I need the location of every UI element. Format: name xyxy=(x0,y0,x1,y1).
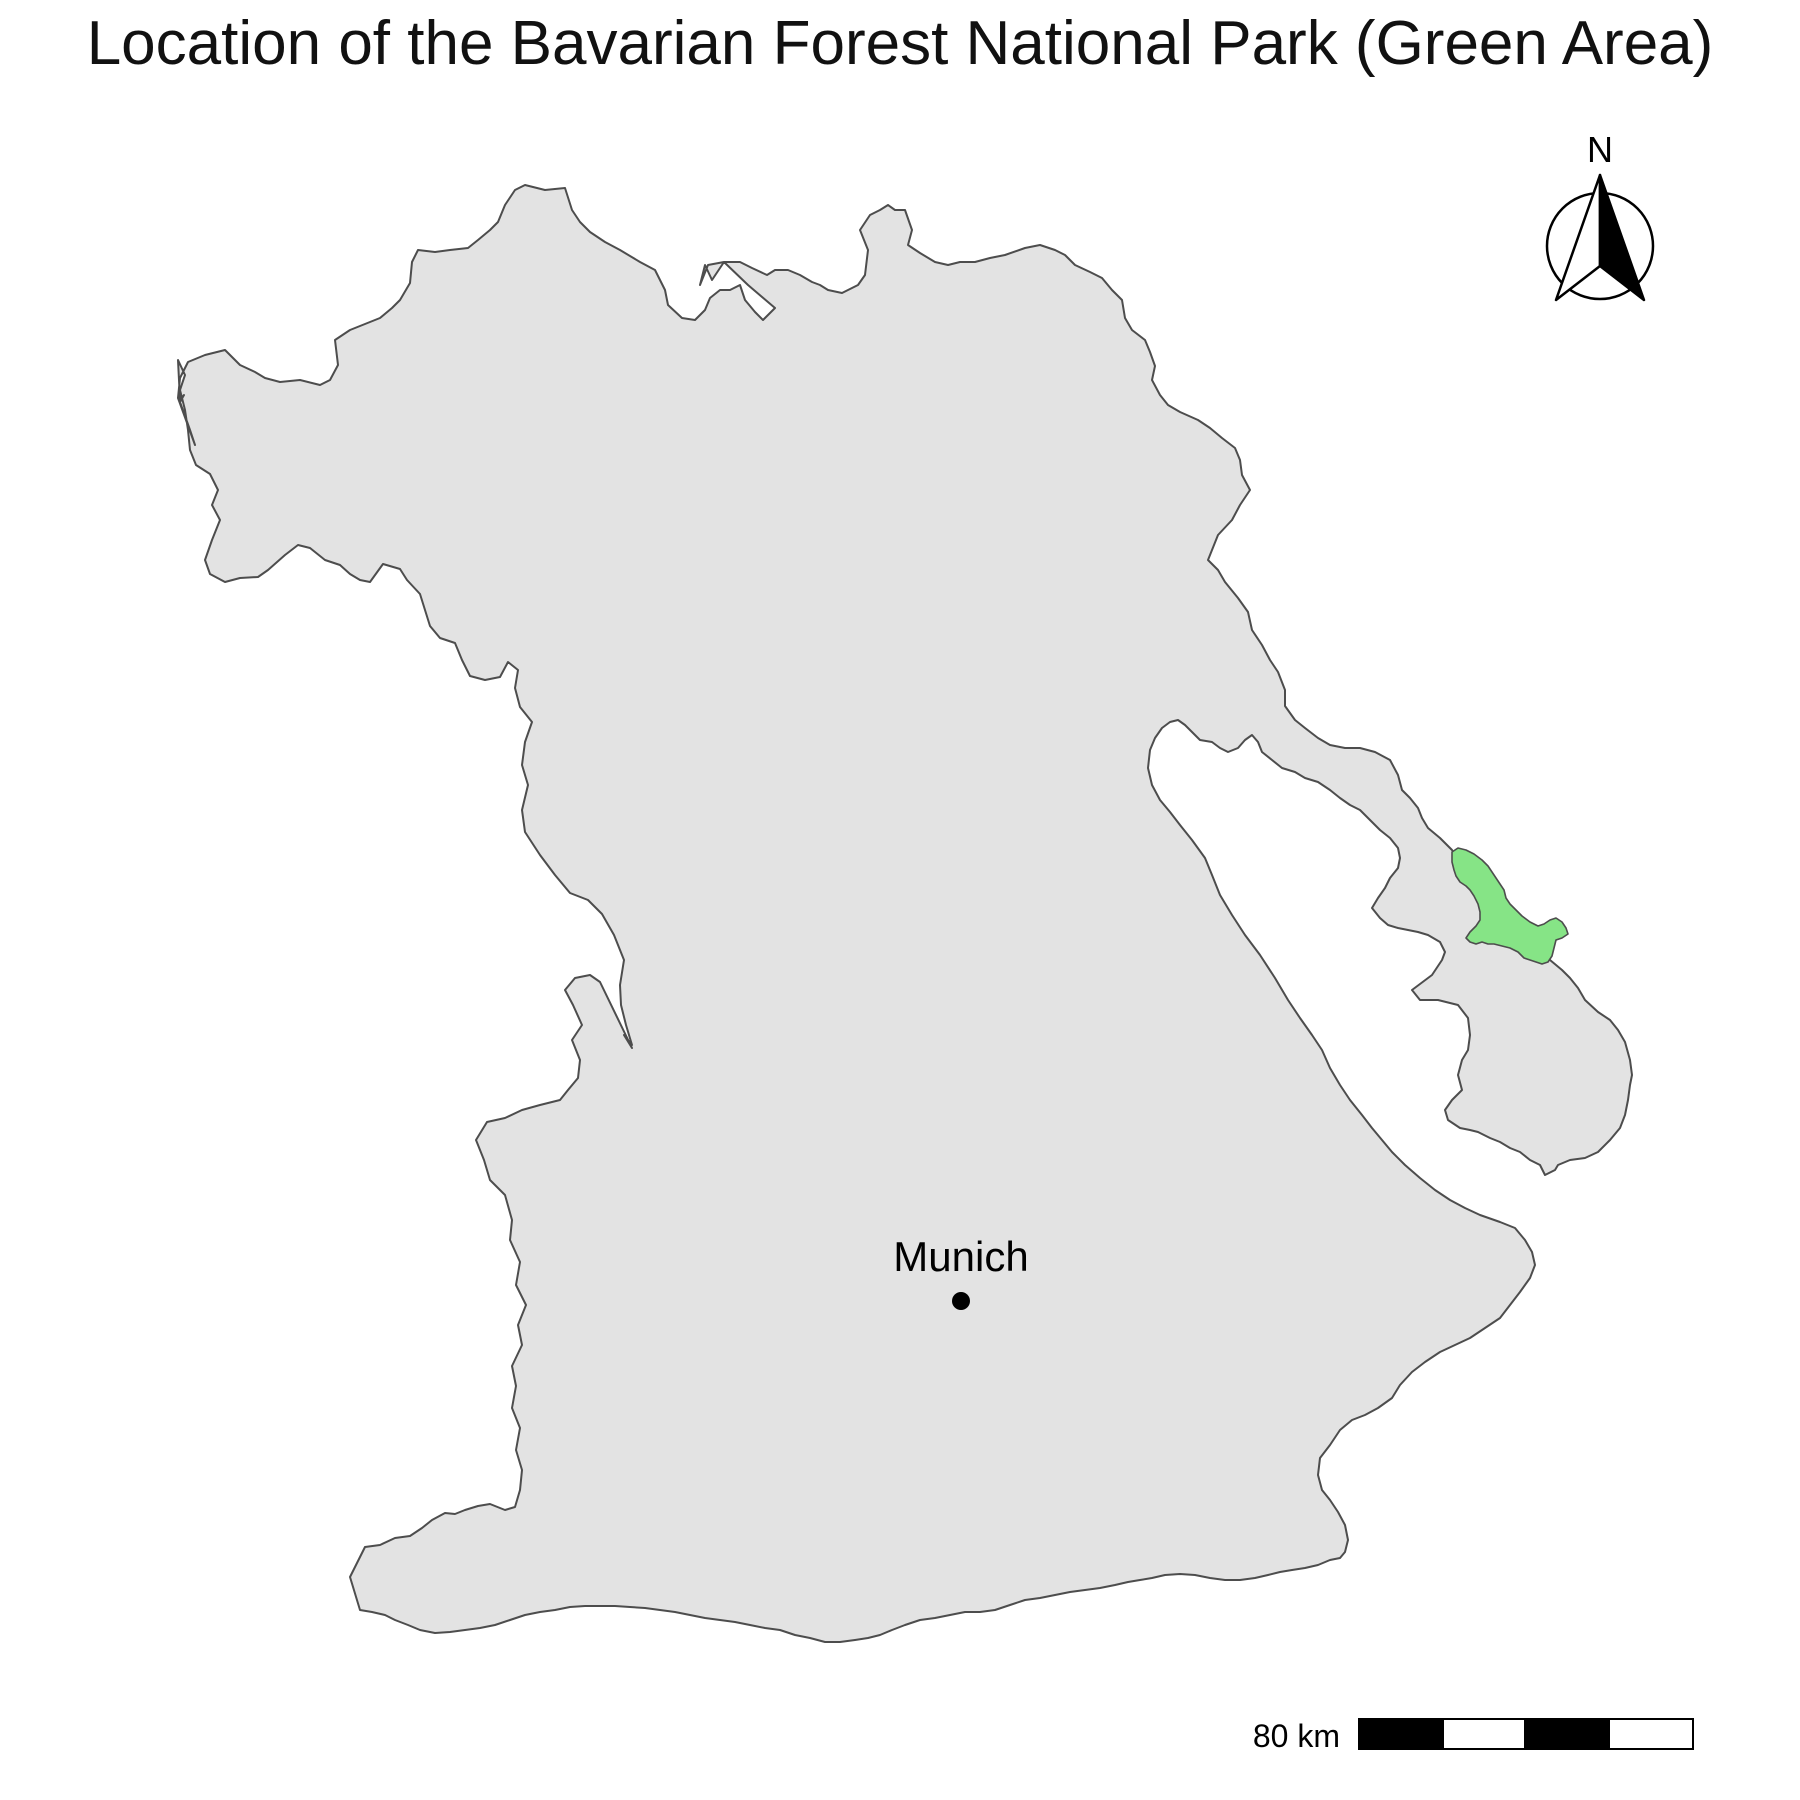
scale-bar: 80 km xyxy=(1253,1718,1694,1754)
north-arrow-label: N xyxy=(1587,129,1613,170)
scale-bar-segment-1 xyxy=(1358,1718,1444,1750)
scale-bar-label: 80 km xyxy=(1253,1718,1340,1754)
munich-label: Munich xyxy=(893,1233,1028,1280)
north-arrow-right-half xyxy=(1598,173,1646,302)
bavarian-forest-national-park xyxy=(1451,847,1569,965)
bavaria-outline xyxy=(177,184,1633,1643)
scale-bar-segment-2 xyxy=(1442,1718,1526,1750)
north-arrow: N xyxy=(1545,129,1655,302)
scale-bar-segment-3 xyxy=(1524,1718,1610,1750)
munich-marker xyxy=(952,1292,970,1310)
scale-bar-segment-4 xyxy=(1608,1718,1694,1750)
map-title: Location of the Bavarian Forest National… xyxy=(86,9,1714,78)
